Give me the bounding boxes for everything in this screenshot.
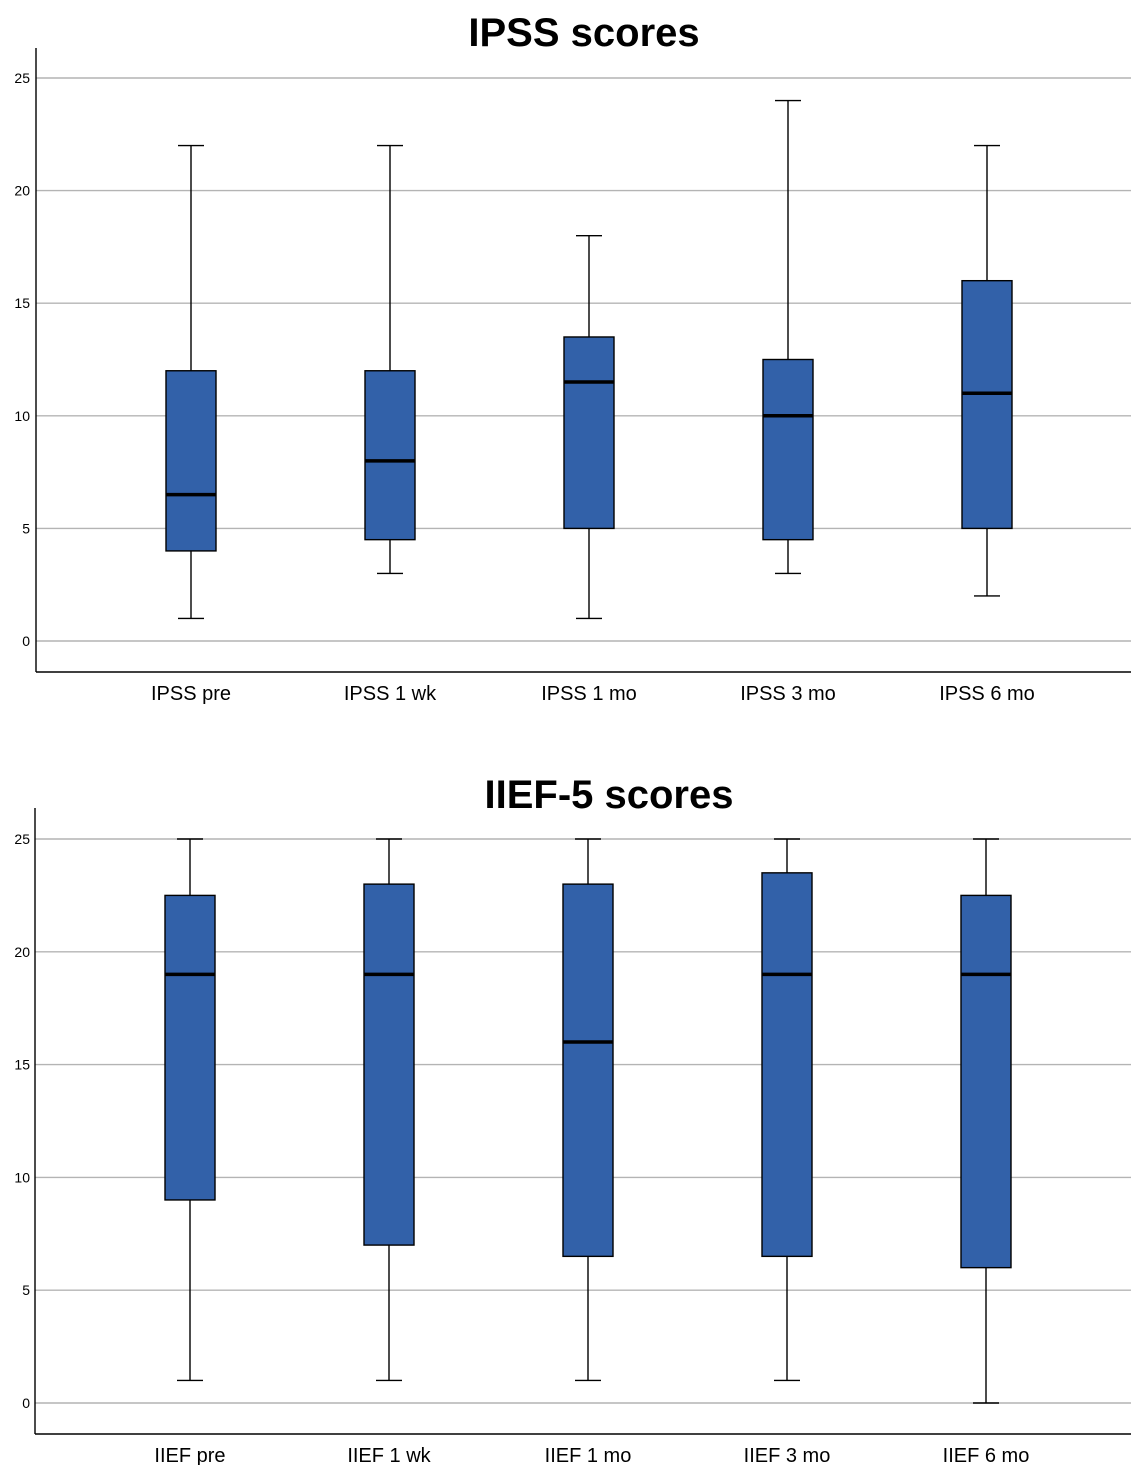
x-category-label: IIEF 1 mo	[545, 1445, 632, 1465]
y-tick-label: 25	[14, 831, 30, 847]
y-tick-label: 15	[14, 1057, 30, 1073]
y-tick-label: 0	[22, 633, 30, 649]
y-tick-label: 20	[14, 944, 30, 960]
y-tick-label: 15	[14, 295, 30, 311]
y-tick-label: 0	[22, 1395, 30, 1411]
box-iqr	[363, 883, 415, 1246]
y-tick-label: 5	[22, 520, 30, 536]
chart-title: IPSS scores	[468, 11, 699, 55]
iief-chart-panel: IIEF-5 scores 0 5 10 15 20 25 IIEF pre IIEF 1 w…	[0, 760, 1131, 1465]
iief-boxplot-chart: IIEF-5 scores 0 5 10 15 20 25 IIEF pre IIEF 1 w…	[14, 773, 1131, 1465]
y-tick-label: 25	[14, 70, 30, 86]
box-iqr	[563, 336, 615, 530]
x-category-label: IPSS 1 mo	[541, 683, 637, 705]
box-iqr	[165, 370, 217, 552]
box-iqr	[364, 370, 416, 541]
box-iqr	[960, 894, 1012, 1269]
x-category-label: IPSS 1 wk	[344, 683, 437, 705]
x-category-label: IPSS pre	[151, 683, 231, 705]
y-tick-label: 5	[22, 1282, 30, 1298]
ipss-boxplot-chart: IPSS scores 0 5 10 15 20 25 IPSS pre IPSS 1 wk I…	[14, 11, 1131, 705]
y-tick-label: 20	[14, 183, 30, 199]
box-iqr	[961, 279, 1013, 530]
chart-title: IIEF-5 scores	[484, 773, 733, 817]
x-category-label: IIEF 1 wk	[347, 1445, 431, 1465]
box-iqr	[761, 872, 813, 1258]
y-tick-label: 10	[14, 408, 30, 424]
x-category-label: IPSS 3 mo	[740, 683, 836, 705]
box-iqr	[164, 894, 216, 1201]
x-category-label: IPSS 6 mo	[939, 683, 1035, 705]
x-category-label: IIEF 6 mo	[943, 1445, 1030, 1465]
box-iqr	[762, 358, 814, 541]
box-iqr	[562, 883, 614, 1258]
y-tick-label: 10	[14, 1169, 30, 1185]
x-category-label: IIEF 3 mo	[744, 1445, 831, 1465]
ipss-chart-panel: IPSS scores 0 5 10 15 20 25 IPSS pre IPSS 1 wk I…	[0, 0, 1131, 725]
x-category-label: IIEF pre	[154, 1445, 225, 1465]
